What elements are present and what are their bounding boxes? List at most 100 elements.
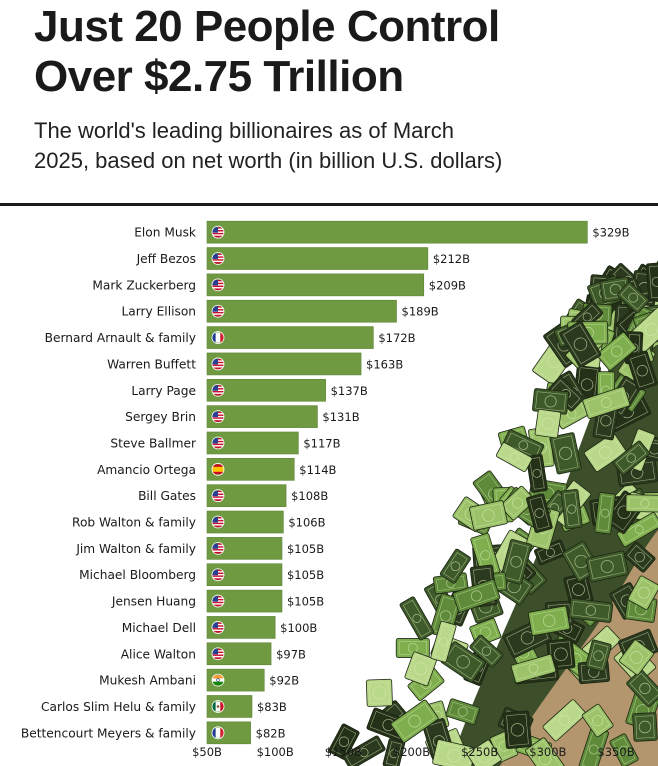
banknote	[399, 596, 435, 641]
banknote	[585, 550, 629, 583]
category-label: Warren Buffett	[107, 357, 196, 371]
category-label: Michael Dell	[122, 621, 196, 635]
bar	[206, 589, 283, 613]
banknote	[563, 572, 594, 607]
us-flag-icon	[212, 253, 224, 264]
value-label: $131B	[322, 410, 359, 424]
bar	[206, 220, 588, 244]
x-tick-label: $250B	[461, 745, 498, 759]
banknote	[527, 605, 571, 636]
bar	[206, 326, 374, 349]
bar	[206, 378, 326, 402]
value-label: $329B	[592, 226, 629, 240]
us-flag-icon	[212, 648, 224, 659]
bar-row: Elon Musk $329B	[134, 220, 630, 244]
x-tick-label: $200B	[393, 745, 430, 759]
us-flag-icon	[212, 569, 224, 580]
banknote	[568, 597, 614, 623]
category-label: Amancio Ortega	[97, 463, 196, 477]
bar-row: Larry Page $137B	[131, 378, 368, 402]
subtitle-line-2: 2025, based on net worth (in billion U.S…	[34, 148, 503, 173]
category-label: Mukesh Ambani	[99, 674, 196, 688]
banknote	[500, 485, 535, 521]
bar-row: Mark Zuckerberg $209B	[92, 273, 466, 297]
us-flag-icon	[212, 490, 224, 501]
us-flag-icon	[212, 596, 224, 607]
banknote	[452, 579, 501, 613]
x-tick-label: $150B	[325, 745, 362, 759]
banknote	[549, 432, 582, 475]
chart-subtitle: The world's leading billionaires as of M…	[34, 116, 634, 176]
value-label: $114B	[299, 463, 336, 477]
value-label: $209B	[429, 278, 466, 292]
us-flag-icon	[212, 622, 224, 633]
category-label: Michael Bloomberg	[79, 568, 196, 582]
bar-row: Sergey Brin $131B	[125, 405, 360, 428]
bar-row: Larry Ellison $189B	[121, 299, 439, 323]
banknote	[559, 320, 602, 368]
bar-row: Rob Walton & family $106B	[72, 510, 326, 534]
value-label: $105B	[287, 568, 324, 582]
banknote	[404, 651, 437, 687]
banknote	[623, 541, 656, 573]
bar	[206, 721, 251, 745]
bar	[206, 484, 287, 507]
value-label: $105B	[287, 542, 324, 556]
banknote	[627, 575, 658, 610]
banknote	[609, 733, 639, 766]
bar	[206, 668, 265, 692]
banknote	[618, 639, 654, 676]
bar	[206, 247, 429, 270]
banknote	[596, 332, 637, 371]
value-label: $106B	[288, 516, 325, 530]
category-label: Sergey Brin	[125, 410, 196, 424]
bar	[206, 563, 283, 587]
category-label: Larry Page	[131, 384, 196, 398]
category-label: Jeff Bezos	[136, 252, 196, 266]
bar	[206, 299, 397, 323]
value-label: $97B	[276, 647, 306, 661]
bar-row: Carlos Slim Helu & family $83B	[41, 695, 287, 718]
bar-row: Jeff Bezos $212B	[136, 247, 470, 270]
bar-row: Mukesh Ambani $92B	[99, 668, 299, 692]
mx-flag-icon	[212, 701, 224, 712]
category-label: Rob Walton & family	[72, 516, 196, 530]
bar-row: Steve Ballmer $117B	[110, 431, 341, 455]
title-line-2: Over $2.75 Trillion	[34, 52, 404, 101]
x-tick-label: $100B	[257, 745, 294, 759]
bar	[206, 642, 272, 666]
bar-row: Michael Bloomberg $105B	[79, 563, 324, 587]
value-label: $105B	[287, 595, 324, 609]
us-flag-icon	[212, 411, 224, 422]
category-label: Bill Gates	[138, 489, 196, 503]
bar-row: Amancio Ortega $114B	[97, 458, 337, 481]
banknote	[616, 512, 658, 547]
banknote	[582, 386, 631, 419]
bar	[206, 352, 362, 376]
banknote	[585, 639, 612, 673]
us-flag-icon	[212, 279, 224, 291]
banknote	[365, 678, 393, 707]
bar-row: Jensen Huang $105B	[111, 589, 324, 613]
banknote	[612, 440, 650, 476]
value-label: $163B	[366, 357, 403, 371]
us-flag-icon	[212, 543, 224, 554]
value-label: $212B	[433, 252, 470, 266]
banknote	[469, 500, 508, 531]
x-tick-label: $350B	[597, 745, 634, 759]
us-flag-icon	[212, 437, 224, 449]
category-label: Alice Walton	[121, 647, 196, 661]
value-label: $189B	[402, 305, 439, 319]
category-label: Bettencourt Meyers & family	[21, 726, 196, 740]
banknote	[430, 620, 457, 663]
banknote	[583, 432, 627, 472]
us-flag-icon	[212, 385, 224, 396]
value-label: $117B	[303, 436, 340, 450]
fr-flag-icon	[212, 727, 224, 738]
banknote	[625, 494, 658, 513]
bar-row: Bill Gates $108B	[138, 484, 328, 507]
bar-row: Alice Walton $97B	[121, 642, 306, 666]
banknote	[466, 739, 502, 766]
value-label: $137B	[331, 384, 368, 398]
